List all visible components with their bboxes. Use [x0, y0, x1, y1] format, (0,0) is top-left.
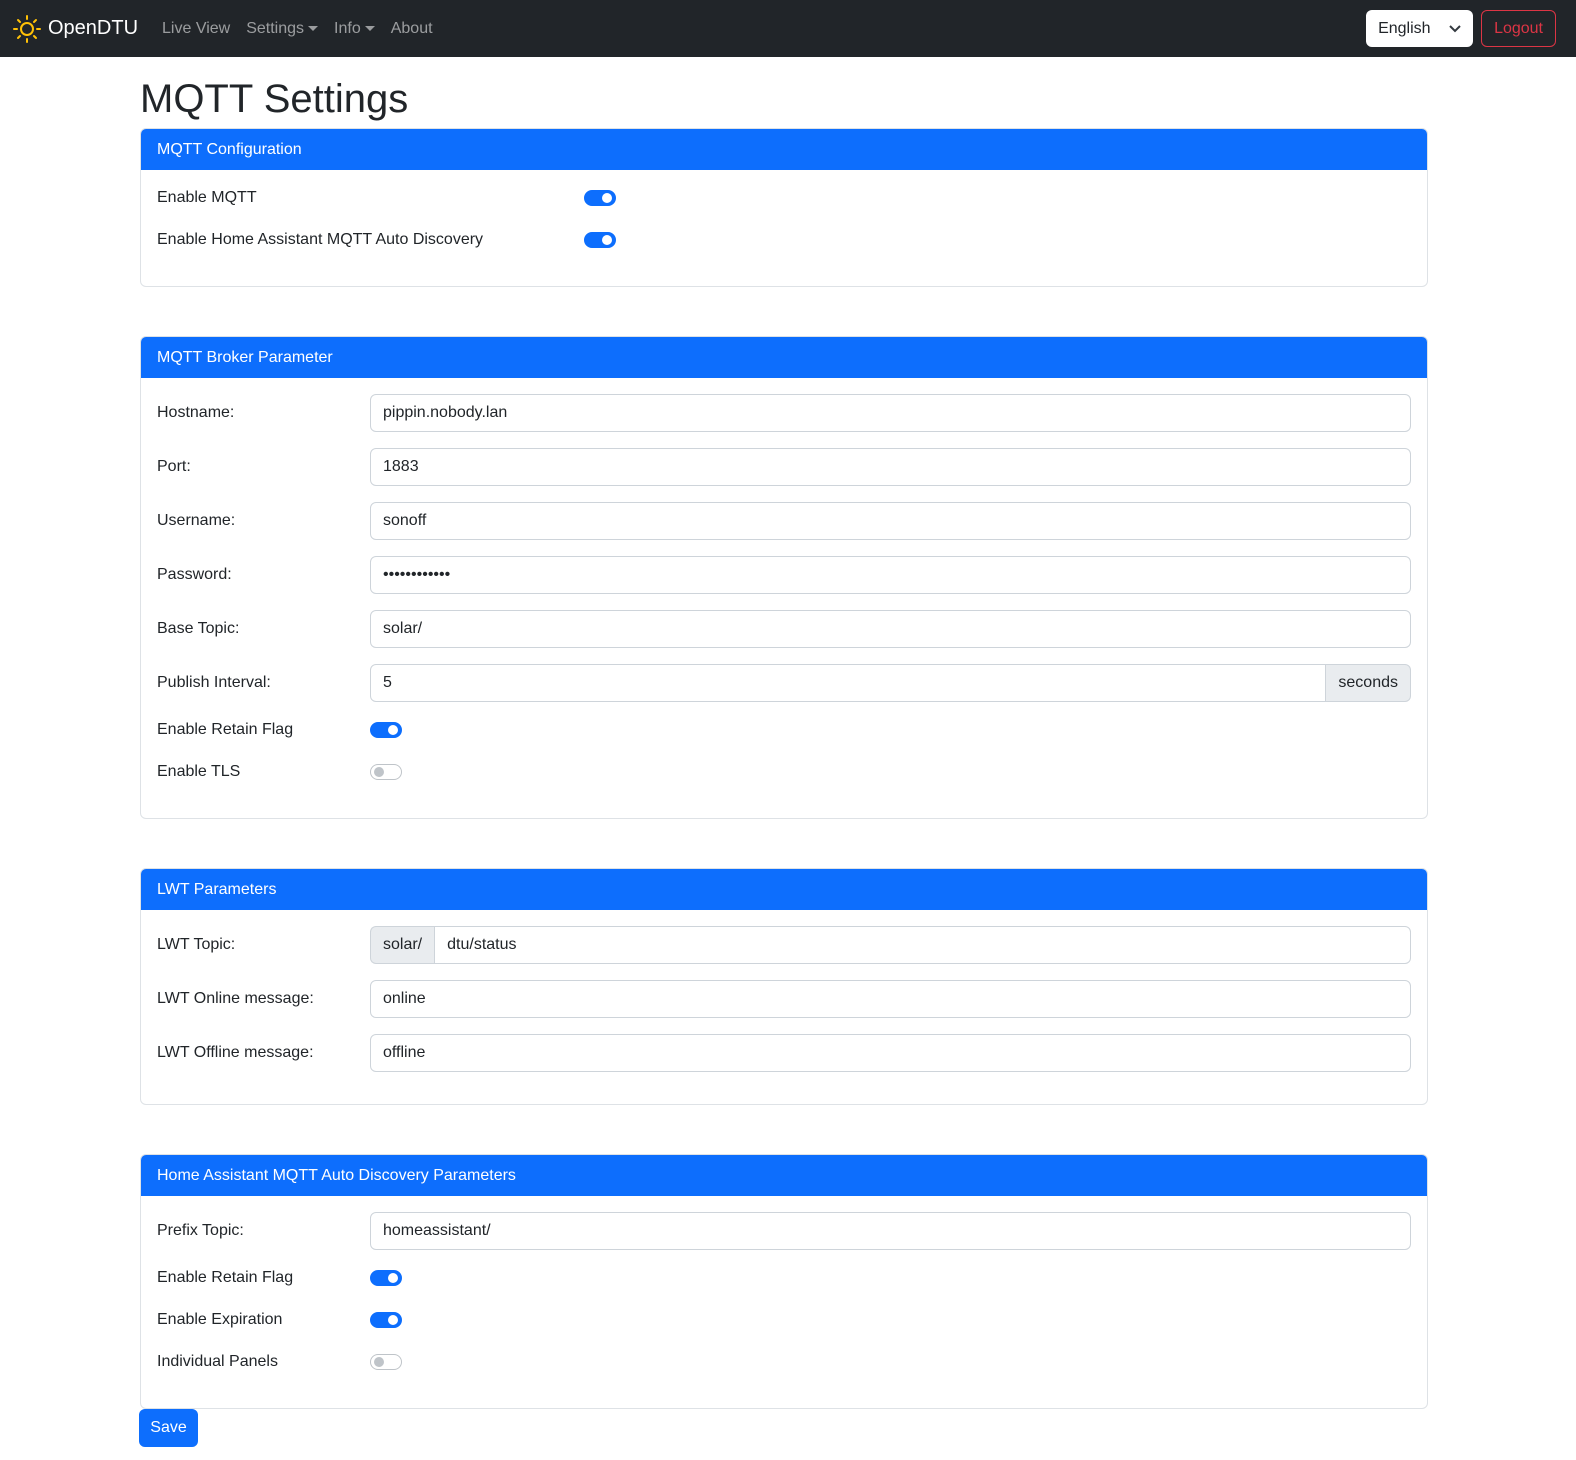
password-input[interactable]: ••••••••••••: [370, 556, 1411, 594]
sun-icon: [13, 14, 41, 43]
lwt-topic-label: LWT Topic:: [157, 936, 236, 953]
lwt-topic-input[interactable]: dtu/status: [434, 926, 1411, 964]
mqtt-broker-card: MQTT Broker Parameter Hostname: pippin.no…: [140, 336, 1428, 819]
tls-label: Enable TLS: [157, 763, 241, 780]
port-label: Port:: [157, 458, 191, 475]
nav-settings[interactable]: Settings: [246, 19, 319, 38]
lwt-topic-prefix: solar/: [370, 926, 435, 964]
page-title: MQTT Settings: [140, 77, 409, 121]
caret-down-icon: [364, 26, 375, 31]
lwt-card: LWT Parameters LWT Topic: solar/dtu/statu…: [140, 868, 1428, 1105]
chevron-down-icon: [1449, 24, 1461, 32]
port-input[interactable]: 1883: [370, 448, 1411, 486]
lwt-offline-input[interactable]: offline: [370, 1034, 1411, 1072]
enable-ha-toggle[interactable]: [584, 232, 616, 248]
caret-down-icon: [308, 26, 319, 31]
individual-panels-toggle[interactable]: [370, 1354, 402, 1370]
lwt-offline-label: LWT Offline message:: [157, 1044, 314, 1061]
nav-about[interactable]: About: [390, 19, 433, 37]
lwt-online-label: LWT Online message:: [157, 990, 314, 1007]
brand[interactable]: OpenDTU: [12, 14, 138, 44]
mqtt-configuration-card: MQTT Configuration Enable MQTT Enable Ho…: [140, 128, 1428, 287]
enable-mqtt-label: Enable MQTT: [157, 189, 257, 206]
lwt-online-input[interactable]: online: [370, 980, 1411, 1018]
card-header: LWT Parameters: [141, 869, 1427, 910]
brand-name: OpenDTU: [48, 17, 139, 39]
seconds-addon: seconds: [1326, 664, 1411, 702]
navbar: OpenDTU Live View Settings Info About En…: [0, 0, 1576, 57]
individual-panels-label: Individual Panels: [157, 1353, 278, 1370]
expiration-label: Enable Expiration: [157, 1311, 283, 1328]
retain-flag-toggle[interactable]: [370, 722, 402, 738]
enable-ha-label: Enable Home Assistant MQTT Auto Discover…: [157, 231, 484, 248]
nav-live-view[interactable]: Live View: [162, 19, 231, 37]
nav-settings-label: Settings: [246, 19, 305, 37]
language-select[interactable]: English: [1366, 10, 1474, 47]
card-header: Home Assistant MQTT Auto Discovery Param…: [141, 1155, 1427, 1196]
language-value: English: [1378, 19, 1431, 37]
enable-mqtt-toggle[interactable]: [584, 190, 616, 206]
ha-retain-label: Enable Retain Flag: [157, 1269, 294, 1286]
ha-discovery-card: Home Assistant MQTT Auto Discovery Param…: [140, 1154, 1428, 1409]
hostname-input[interactable]: pippin.nobody.lan: [370, 394, 1411, 432]
publish-interval-input[interactable]: 5: [370, 664, 1327, 702]
card-header: MQTT Broker Parameter: [141, 337, 1427, 378]
username-label: Username:: [157, 512, 236, 529]
prefix-topic-label: Prefix Topic:: [157, 1222, 244, 1239]
tls-toggle[interactable]: [370, 764, 402, 780]
password-label: Password:: [157, 566, 232, 583]
publish-interval-label: Publish Interval:: [157, 674, 271, 691]
card-header: MQTT Configuration: [141, 129, 1427, 170]
retain-flag-label: Enable Retain Flag: [157, 721, 294, 738]
nav-info-label: Info: [334, 19, 361, 37]
base-topic-input[interactable]: solar/: [370, 610, 1411, 648]
nav-info[interactable]: Info: [334, 20, 375, 38]
hostname-label: Hostname:: [157, 404, 235, 421]
logout-button[interactable]: Logout: [1481, 10, 1556, 47]
ha-retain-toggle[interactable]: [370, 1270, 402, 1286]
username-input[interactable]: sonoff: [370, 502, 1411, 540]
expiration-toggle[interactable]: [370, 1312, 402, 1328]
prefix-topic-input[interactable]: homeassistant/: [370, 1212, 1411, 1250]
save-button[interactable]: Save: [139, 1409, 198, 1447]
base-topic-label: Base Topic:: [157, 620, 240, 637]
